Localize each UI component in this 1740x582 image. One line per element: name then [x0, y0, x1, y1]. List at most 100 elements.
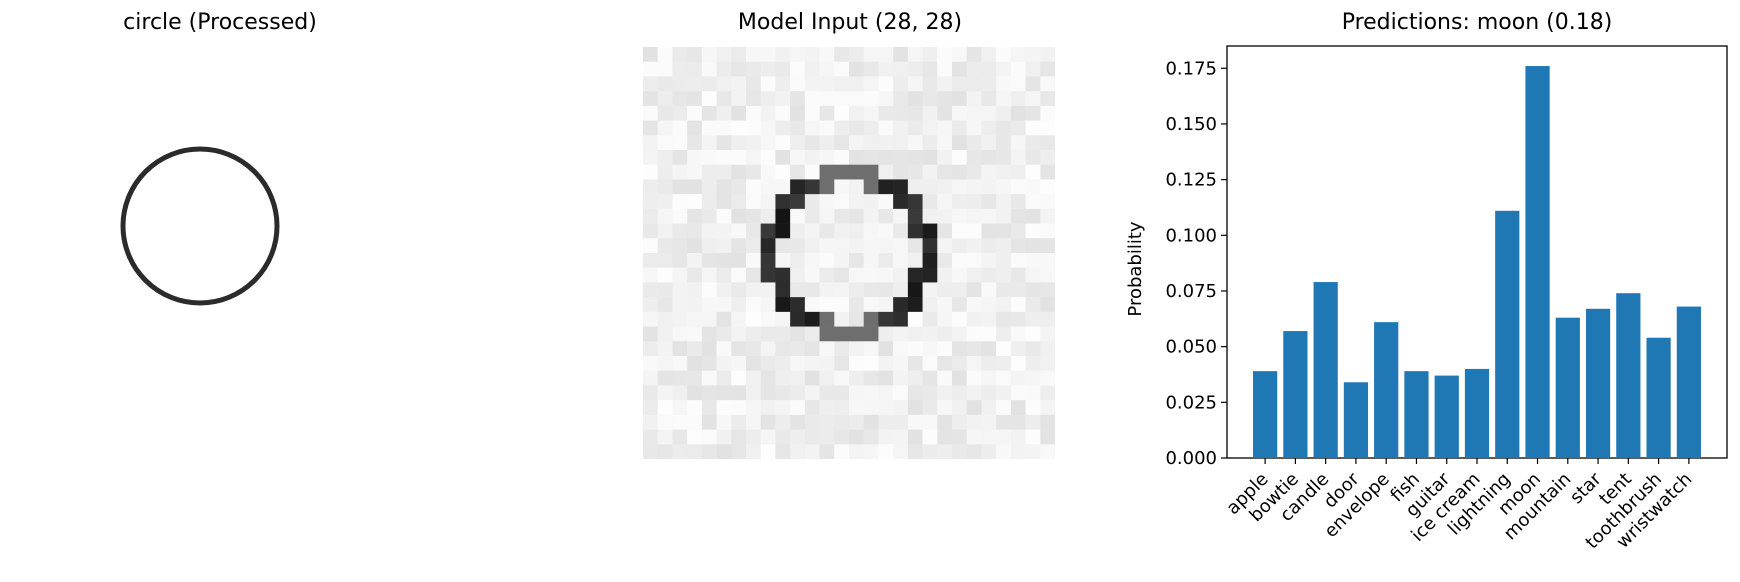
grid-pixel	[775, 414, 791, 430]
grid-pixel	[922, 297, 938, 313]
bar	[1616, 293, 1641, 458]
bar	[1676, 306, 1701, 458]
grid-pixel	[731, 326, 747, 342]
grid-pixel	[790, 326, 806, 342]
grid-pixel	[1040, 223, 1055, 239]
bar	[1585, 308, 1611, 458]
grid-pixel	[834, 91, 850, 107]
grid-pixel	[804, 105, 820, 121]
grid-pixel	[863, 91, 879, 107]
grid-pixel	[790, 223, 806, 239]
grid-pixel	[952, 135, 968, 151]
grid-pixel	[1010, 311, 1026, 327]
grid-pixel	[819, 297, 835, 313]
grid-pixel	[937, 400, 953, 416]
grid-pixel	[893, 238, 909, 254]
grid-pixel	[701, 356, 717, 372]
grid-pixel	[878, 150, 894, 166]
grid-pixel	[1025, 120, 1041, 136]
grid-pixel	[834, 400, 850, 416]
grid-pixel	[716, 282, 732, 298]
grid-pixel	[672, 105, 688, 121]
grid-pixel	[907, 414, 923, 430]
grid-pixel	[981, 326, 997, 342]
grid-pixel	[893, 150, 909, 166]
grid-pixel	[804, 341, 820, 357]
grid-pixel	[1040, 208, 1055, 224]
grid-pixel	[981, 194, 997, 210]
grid-pixel	[1040, 164, 1055, 180]
grid-pixel	[731, 311, 747, 327]
grid-pixel	[701, 311, 717, 327]
grid-pixel	[775, 208, 791, 224]
grid-pixel	[716, 370, 732, 386]
grid-pixel	[731, 429, 747, 445]
grid-pixel	[937, 223, 953, 239]
model-input-title: Model Input (28, 28)	[737, 10, 963, 35]
grid-pixel	[1025, 47, 1041, 63]
grid-pixel	[819, 91, 835, 107]
grid-pixel	[790, 135, 806, 151]
grid-pixel	[760, 341, 776, 357]
grid-pixel	[731, 385, 747, 401]
grid-pixel	[907, 91, 923, 107]
grid-pixel	[893, 267, 909, 283]
grid-pixel	[746, 253, 762, 269]
grid-pixel	[819, 282, 835, 298]
grid-pixel	[672, 444, 688, 459]
grid-pixel	[922, 282, 938, 298]
y-tick-label: 0.000	[1165, 448, 1217, 469]
bar	[1313, 282, 1338, 458]
grid-pixel	[643, 61, 659, 77]
grid-pixel	[1025, 370, 1041, 386]
grid-pixel	[863, 61, 879, 77]
grid-pixel	[731, 47, 747, 63]
grid-pixel	[996, 238, 1012, 254]
grid-pixel	[819, 208, 835, 224]
grid-pixel	[819, 223, 835, 239]
grid-pixel	[878, 326, 894, 342]
grid-pixel	[775, 120, 791, 136]
grid-pixel	[1025, 105, 1041, 121]
grid-pixel	[893, 385, 909, 401]
grid-pixel	[1010, 61, 1026, 77]
grid-pixel	[804, 414, 820, 430]
grid-pixel	[878, 61, 894, 77]
grid-pixel	[1040, 385, 1055, 401]
grid-pixel	[1025, 164, 1041, 180]
grid-pixel	[746, 414, 762, 430]
grid-pixel	[657, 400, 673, 416]
grid-pixel	[687, 282, 703, 298]
grid-pixel	[731, 164, 747, 180]
y-tick-label: 0.050	[1165, 337, 1217, 358]
grid-pixel	[996, 47, 1012, 63]
grid-pixel	[643, 47, 659, 63]
grid-pixel	[937, 282, 953, 298]
grid-pixel	[1025, 385, 1041, 401]
grid-pixel	[878, 208, 894, 224]
grid-pixel	[922, 370, 938, 386]
grid-pixel	[849, 429, 865, 445]
grid-pixel	[790, 238, 806, 254]
grid-pixel	[746, 326, 762, 342]
grid-pixel	[672, 356, 688, 372]
grid-pixel	[657, 253, 673, 269]
grid-pixel	[1010, 208, 1026, 224]
grid-pixel	[775, 47, 791, 63]
grid-pixel	[863, 414, 879, 430]
grid-pixel	[775, 223, 791, 239]
grid-pixel	[893, 47, 909, 63]
grid-pixel	[643, 297, 659, 313]
grid-pixel	[849, 150, 865, 166]
grid-pixel	[760, 194, 776, 210]
grid-pixel	[701, 282, 717, 298]
grid-pixel	[863, 105, 879, 121]
grid-pixel	[687, 356, 703, 372]
grid-pixel	[952, 341, 968, 357]
grid-pixel	[966, 444, 982, 459]
grid-pixel	[996, 311, 1012, 327]
grid-pixel	[687, 238, 703, 254]
grid-pixel	[819, 400, 835, 416]
grid-pixel	[819, 164, 835, 180]
grid-pixel	[863, 282, 879, 298]
